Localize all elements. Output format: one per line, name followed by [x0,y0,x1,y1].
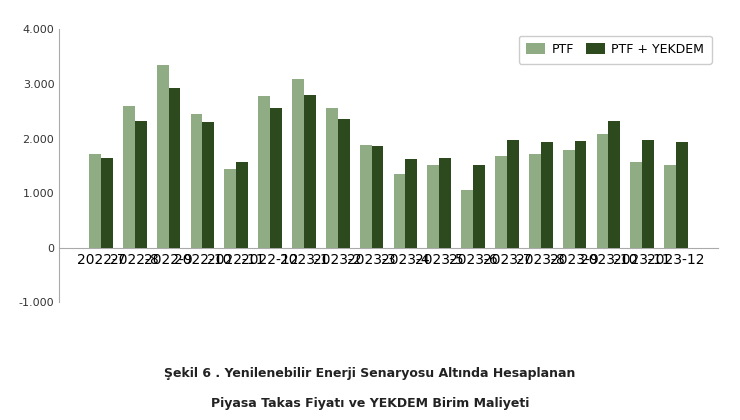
Bar [270,108,282,248]
Text: Piyasa Takas Fiyatı ve YEKDEM Birim Maliyeti: Piyasa Takas Fiyatı ve YEKDEM Birim Mali… [211,397,529,410]
Bar [123,106,135,248]
Bar [529,155,541,248]
Bar [665,165,676,248]
Bar [473,165,485,248]
Legend: PTF, PTF + YEKDEM: PTF, PTF + YEKDEM [519,36,712,64]
Bar [224,168,236,248]
Bar [507,140,519,248]
Bar [191,114,203,248]
Bar [541,142,553,248]
Bar [337,119,349,248]
Bar [258,96,270,248]
Bar [428,165,440,248]
Bar [574,141,586,248]
Bar [562,150,574,248]
Bar [292,79,304,248]
Bar [360,145,371,248]
Bar [169,88,181,248]
Bar [371,146,383,248]
Bar [203,122,215,248]
Bar [596,134,608,248]
Bar [326,108,337,248]
Bar [608,121,620,248]
Bar [394,173,406,248]
Bar [495,156,507,248]
Bar [642,140,654,248]
Bar [101,158,112,248]
Bar [135,121,147,248]
Bar [157,65,169,248]
Bar [676,142,688,248]
Text: Şekil 6 . Yenilenebilir Enerji Senaryosu Altında Hesaplanan: Şekil 6 . Yenilenebilir Enerji Senaryosu… [164,368,576,380]
Bar [406,159,417,248]
Bar [461,190,473,248]
Bar [304,95,316,248]
Bar [630,162,642,248]
Bar [440,158,451,248]
Bar [89,154,101,248]
Bar [236,162,248,248]
